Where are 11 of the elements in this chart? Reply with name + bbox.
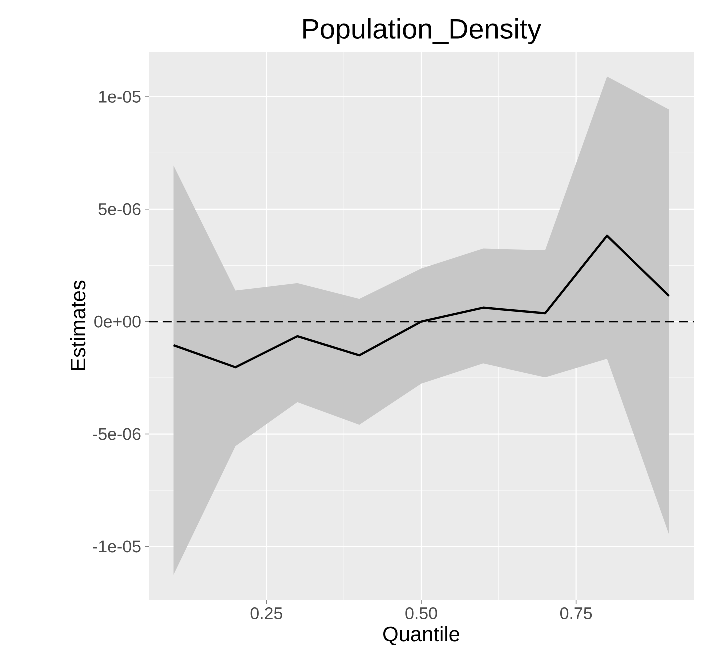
x-axis-title: Quantile <box>384 626 460 646</box>
x-tick-label: 0.75 <box>560 608 592 620</box>
y-tick-label: 0e+00 <box>94 316 141 328</box>
y-axis-title: Estimates <box>70 280 86 370</box>
chart-title: Population_Density <box>304 18 542 44</box>
y-tick-label: 1e-05 <box>99 90 141 103</box>
x-tick-label: 0.50 <box>406 608 438 620</box>
y-tick-label: -1e-05 <box>93 540 141 553</box>
y-tick-label: -5e-06 <box>93 428 141 440</box>
y-tick-label: 5e-06 <box>98 203 141 216</box>
x-tick-label: 0.25 <box>250 608 282 620</box>
